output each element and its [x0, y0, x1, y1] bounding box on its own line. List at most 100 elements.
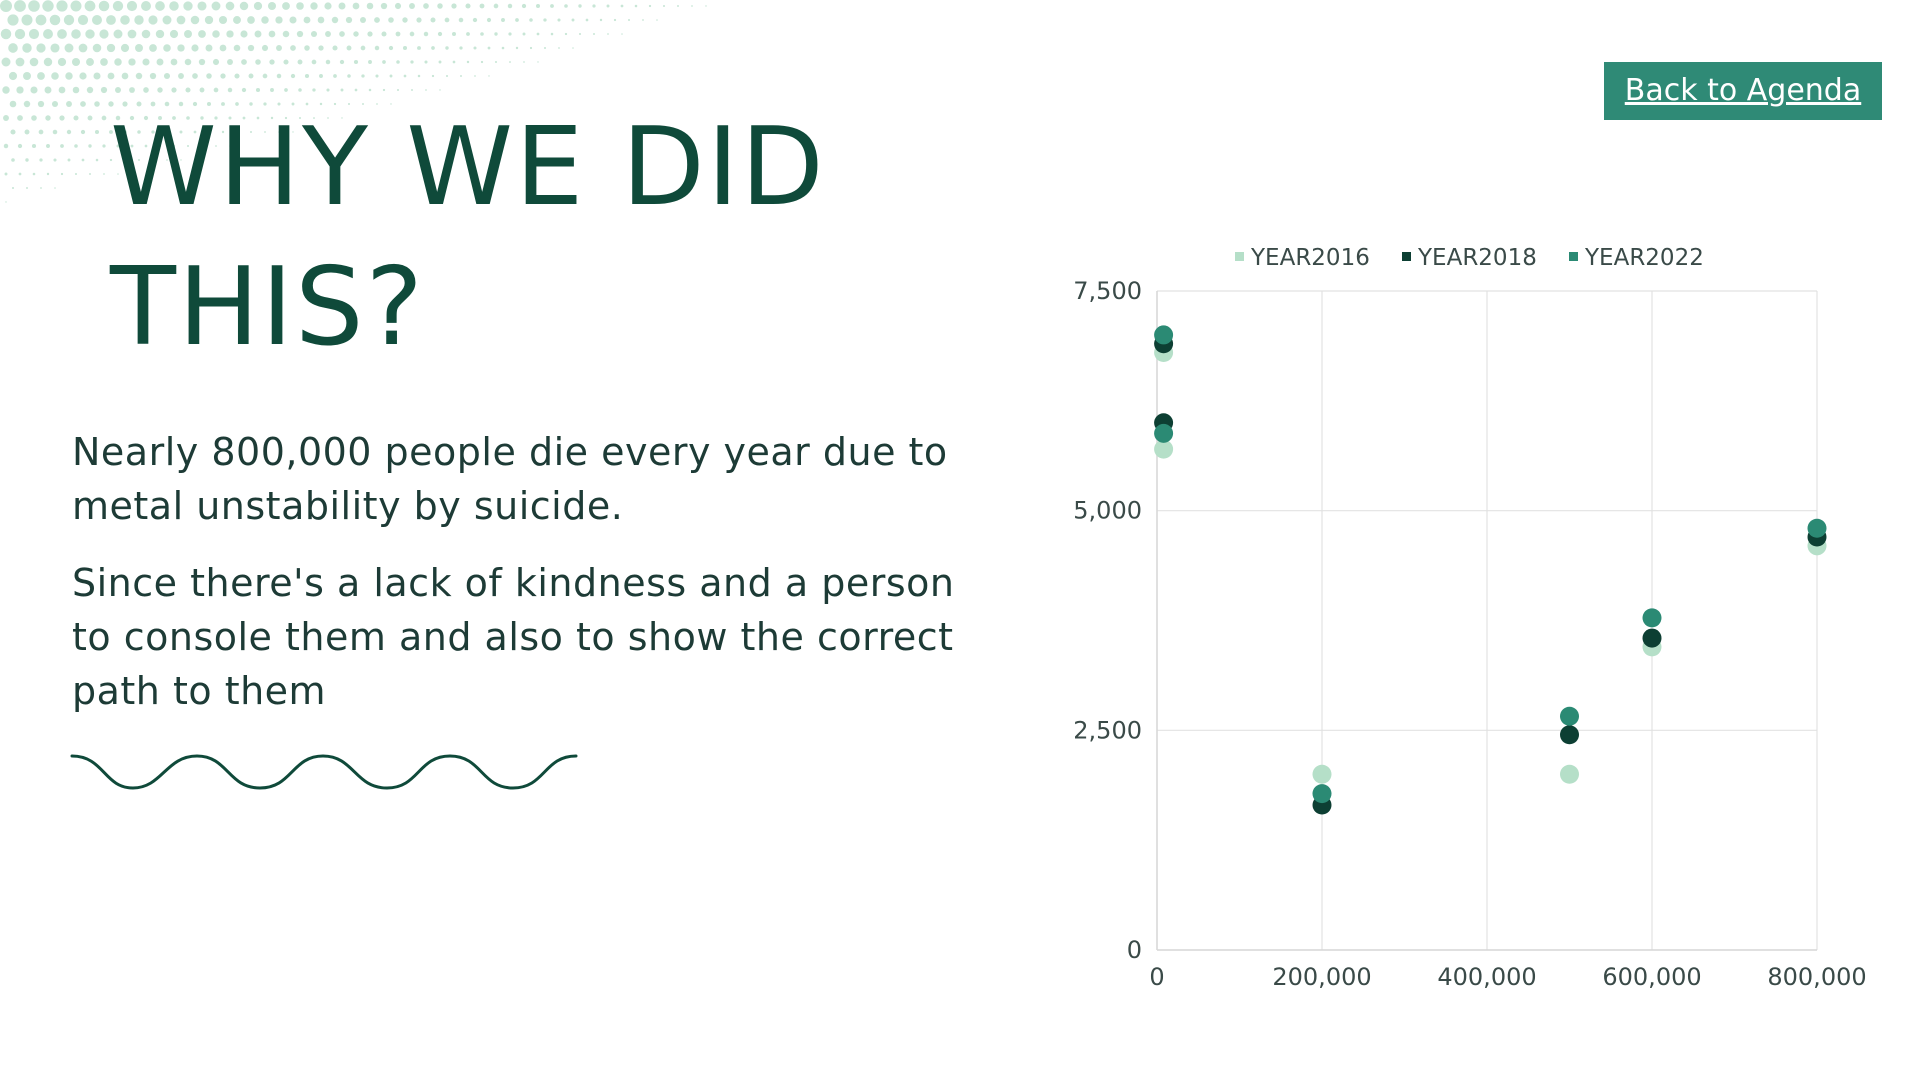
decoration-dot: [339, 59, 345, 65]
decoration-dot: [620, 4, 624, 8]
decoration-dot: [178, 101, 184, 107]
decoration-dot: [298, 88, 302, 92]
decoration-dot: [247, 44, 255, 52]
decoration-dot: [123, 158, 127, 162]
decoration-dot: [156, 58, 164, 66]
decoration-dot: [207, 130, 211, 134]
decoration-dot: [248, 73, 254, 79]
decoration-dot: [508, 32, 512, 36]
decoration-dot: [465, 3, 471, 9]
decoration-dot: [472, 17, 478, 23]
decoration-dot: [193, 130, 197, 134]
decoration-dot: [60, 172, 64, 176]
decoration-dot: [474, 75, 476, 77]
decoration-dot: [599, 18, 603, 22]
legend-label: YEAR2016: [1250, 245, 1370, 271]
decoration-dot: [93, 72, 101, 80]
decoration-dot: [592, 4, 596, 8]
decoration-dot: [304, 73, 310, 79]
decoration-dot: [71, 57, 81, 67]
decoration-dot: [361, 74, 365, 78]
decoration-dot: [409, 31, 415, 37]
decoration-dot: [241, 59, 247, 65]
decoration-dot: [366, 2, 374, 10]
y-tick-label: 5,000: [1073, 497, 1142, 525]
decoration-dot: [304, 45, 310, 51]
decoration-dot: [184, 58, 192, 66]
decoration-dot: [390, 103, 392, 105]
decoration-dot: [389, 74, 393, 78]
legend-swatch: [1569, 252, 1578, 261]
decoration-dot: [452, 60, 456, 64]
decoration-dot: [353, 31, 359, 37]
back-to-agenda-button[interactable]: Back to Agenda: [1604, 62, 1882, 120]
decoration-dot: [488, 75, 490, 77]
decoration-dot: [141, 29, 151, 39]
decoration-dot: [100, 86, 108, 94]
decoration-dot: [578, 32, 582, 36]
decoration-dot: [172, 144, 176, 148]
decoration-dot: [103, 173, 105, 175]
decoration-dot: [338, 2, 346, 10]
decoration-dot: [108, 101, 114, 107]
decoration-dot: [15, 57, 25, 67]
decoration-dot: [501, 46, 505, 50]
decoration-dot: [345, 16, 353, 24]
decoration-dot: [255, 59, 261, 65]
decoration-dot: [7, 14, 19, 26]
decoration-dot: [204, 15, 214, 25]
decoration-dot: [233, 16, 241, 24]
decoration-dot: [451, 31, 457, 37]
decoration-dot: [65, 72, 73, 80]
decoration-dot: [56, 0, 68, 12]
decoration-dot: [634, 4, 638, 8]
decoration-dot: [158, 144, 162, 148]
decoration-dot: [333, 102, 337, 106]
decoration-dot: [162, 15, 172, 25]
decoration-dot: [219, 44, 227, 52]
decoration-dot: [247, 16, 255, 24]
decoration-dot: [206, 101, 212, 107]
decoration-dot: [331, 16, 339, 24]
decoration-dot: [359, 16, 367, 24]
decoration-dot: [396, 88, 400, 92]
decoration-dot: [234, 73, 240, 79]
decoration-dot: [0, 28, 12, 40]
data-point: [1642, 628, 1662, 648]
decoration-dot: [215, 145, 217, 147]
page-title: WHY WE DID THIS?: [110, 98, 826, 378]
decoration-dot: [220, 73, 226, 79]
legend-label: YEAR2018: [1417, 245, 1537, 271]
decoration-dot: [416, 17, 422, 23]
decoration-dot: [311, 59, 317, 65]
decoration-dot: [31, 143, 37, 149]
decoration-dot: [282, 30, 290, 38]
decoration-dot: [445, 74, 449, 78]
decoration-dot: [479, 3, 485, 9]
decoration-dot: [18, 172, 22, 176]
decoration-dot: [52, 129, 58, 135]
legend-swatch: [1235, 252, 1244, 261]
decoration-dot: [53, 158, 57, 162]
decoration-dot: [197, 1, 207, 11]
decoration-dot: [621, 33, 623, 35]
decoration-dot: [129, 115, 135, 121]
decoration-dot: [11, 158, 15, 162]
decoration-dot: [367, 31, 373, 37]
decoration-dot: [241, 87, 247, 93]
decoration-dot: [8, 43, 18, 53]
decoration-dot: [151, 130, 155, 134]
decoration-dot: [60, 144, 64, 148]
decoration-dot: [431, 46, 435, 50]
decoration-dot: [656, 19, 658, 21]
decoration-dot: [199, 87, 205, 93]
decoration-dot: [451, 3, 457, 9]
decoration-dot: [66, 101, 72, 107]
decoration-dot: [152, 159, 154, 161]
x-tick-label: 600,000: [1602, 963, 1701, 991]
decoration-dot: [142, 58, 150, 66]
decoration-dot: [158, 116, 162, 120]
data-point: [1154, 423, 1174, 443]
decoration-dot: [627, 18, 631, 22]
